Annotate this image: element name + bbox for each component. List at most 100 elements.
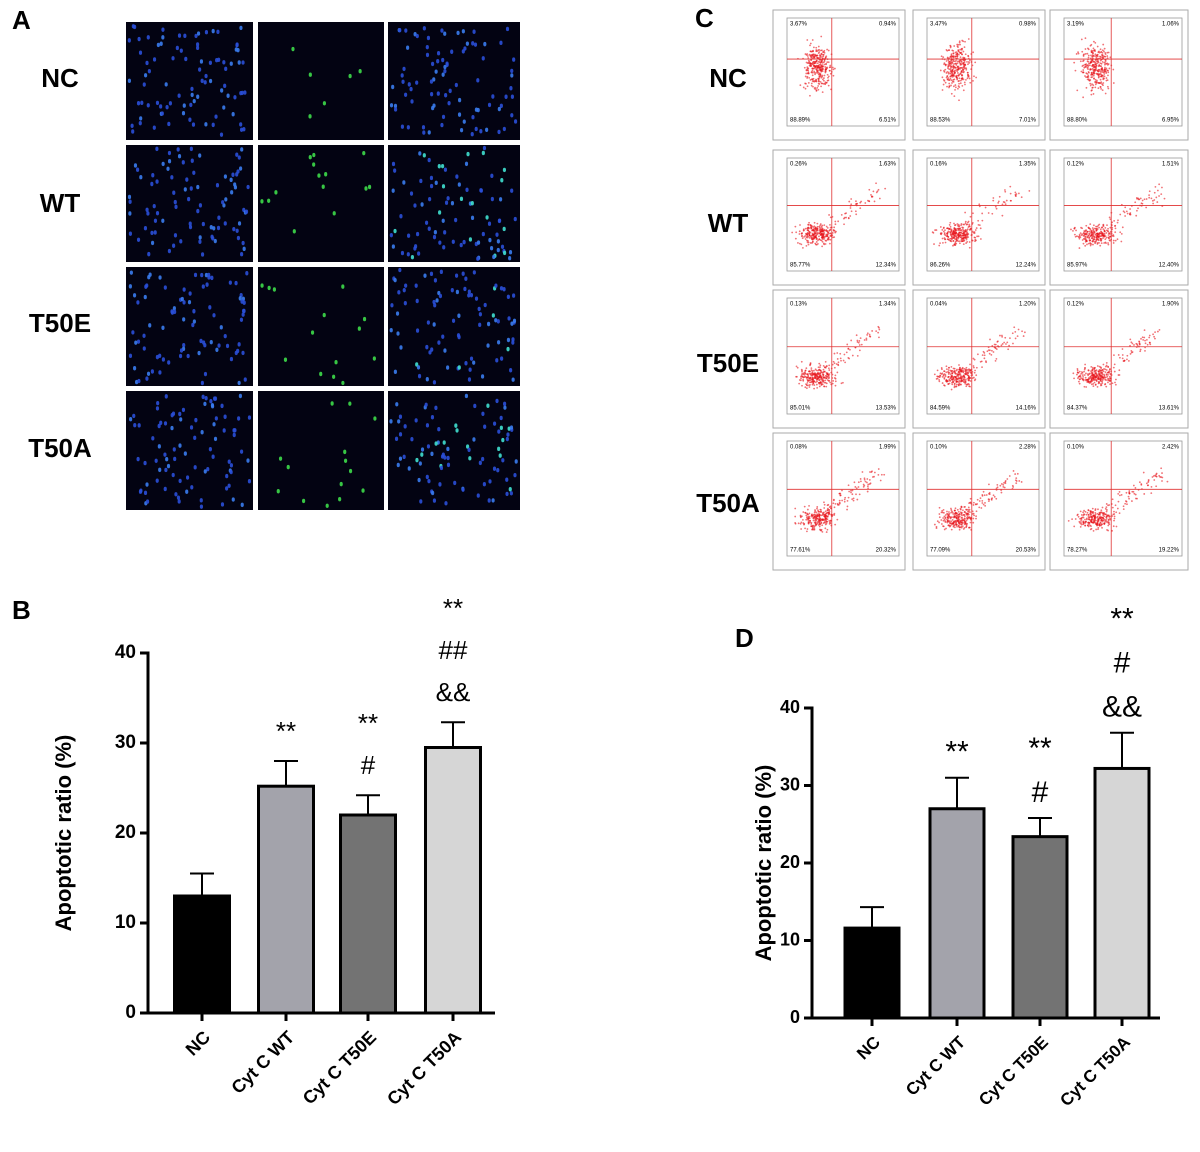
event-dot <box>823 74 826 77</box>
nucleus <box>474 107 479 112</box>
event-dot <box>1104 92 1107 95</box>
event-dot <box>950 74 953 76</box>
event-dot <box>804 386 807 389</box>
event-dot <box>1114 225 1116 227</box>
event-dot <box>801 237 804 240</box>
nucleus <box>220 88 224 93</box>
nucleus <box>362 150 366 156</box>
nucleus <box>499 286 504 291</box>
event-dot <box>833 512 836 515</box>
nucleus <box>228 280 232 285</box>
event-dot <box>1084 235 1087 238</box>
y-tick-label: 30 <box>780 774 800 794</box>
event-dot <box>1082 71 1085 74</box>
event-dot <box>956 74 958 77</box>
event-dot <box>821 530 824 533</box>
nucleus <box>486 403 490 408</box>
nucleus <box>129 416 133 422</box>
event-dot <box>955 60 957 62</box>
nucleus <box>492 254 496 260</box>
event-dot <box>816 86 819 89</box>
nucleus <box>190 158 194 163</box>
event-dot <box>965 223 968 226</box>
event-dot <box>858 349 861 352</box>
event-dot <box>1129 212 1132 214</box>
event-dot <box>817 239 819 242</box>
event-dot <box>815 230 818 233</box>
event-dot <box>1091 517 1094 519</box>
nucleus <box>441 114 446 120</box>
event-dot <box>966 508 969 511</box>
quadrant-value: 78.27% <box>1067 548 1088 554</box>
event-dot <box>1148 196 1151 199</box>
nucleus <box>488 479 492 484</box>
event-dot <box>1107 87 1110 90</box>
event-dot <box>951 383 954 386</box>
event-dot <box>877 188 880 191</box>
nucleus <box>283 357 288 362</box>
nucleus <box>132 293 137 298</box>
event-dot <box>1102 363 1105 366</box>
event-dot <box>965 385 968 388</box>
event-dot <box>1086 243 1088 246</box>
nucleus <box>454 82 458 88</box>
event-dot <box>1094 50 1096 53</box>
event-dot <box>826 528 829 531</box>
event-dot <box>842 217 845 220</box>
event-dot <box>1102 370 1105 373</box>
event-dot <box>799 516 802 519</box>
event-dot <box>791 231 794 234</box>
event-dot <box>822 368 825 371</box>
event-dot <box>1156 189 1159 192</box>
event-dot <box>967 226 970 229</box>
y-tick-label: 20 <box>115 822 136 843</box>
flow-plot: 0.12% 1.51%85.97% 12.40% <box>1049 149 1189 286</box>
event-dot <box>949 68 952 71</box>
event-dot <box>804 75 807 78</box>
nucleus <box>444 93 448 98</box>
event-dot <box>962 513 965 516</box>
event-dot <box>841 489 843 492</box>
nucleus <box>215 347 219 352</box>
nucleus <box>198 203 203 208</box>
event-dot <box>803 376 806 378</box>
nucleus <box>242 127 246 132</box>
event-dot <box>1088 237 1091 239</box>
event-dot <box>1090 378 1093 381</box>
nucleus <box>179 48 183 53</box>
event-dot <box>832 229 835 232</box>
event-dot <box>822 380 825 382</box>
event-dot <box>811 242 813 244</box>
event-dot <box>1090 379 1093 382</box>
micrograph-bg <box>388 391 520 510</box>
nucleus <box>393 107 398 112</box>
nucleus <box>142 333 146 338</box>
nucleus <box>147 251 151 257</box>
event-dot <box>811 381 814 384</box>
nucleus <box>432 234 437 240</box>
quadrant-value: 0.12% <box>1067 162 1085 168</box>
row-label: T50E <box>697 348 759 378</box>
event-dot <box>973 232 976 235</box>
event-dot <box>944 521 947 524</box>
event-dot <box>975 76 978 79</box>
event-dot <box>809 79 812 81</box>
event-dot <box>1088 230 1091 233</box>
nucleus <box>426 320 430 325</box>
event-dot <box>1163 197 1166 200</box>
event-dot <box>942 230 945 233</box>
nucleus <box>245 270 249 276</box>
nucleus <box>225 486 229 491</box>
event-dot <box>1001 343 1004 345</box>
event-dot <box>949 77 952 80</box>
event-dot <box>842 381 844 384</box>
event-dot <box>945 235 948 238</box>
event-dot <box>1106 63 1109 66</box>
event-dot <box>829 381 832 384</box>
event-dot <box>941 382 944 384</box>
event-dot <box>1101 526 1103 529</box>
event-dot <box>811 528 813 531</box>
nucleus <box>483 302 487 308</box>
nucleus <box>417 251 421 256</box>
quadrant-value: 20.53% <box>1016 548 1037 554</box>
